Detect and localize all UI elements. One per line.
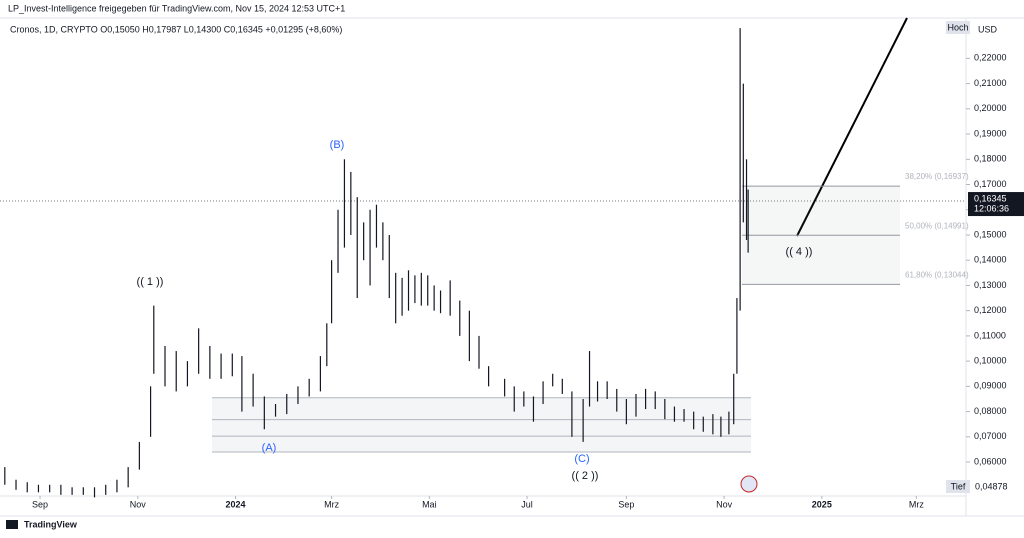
x-tick-label: Nov: [130, 499, 147, 509]
price-badge: [968, 192, 1024, 217]
wave-label: (( 2 )): [572, 470, 599, 482]
brand: TradingView: [24, 519, 78, 529]
low-value: 0,04878: [975, 481, 1008, 491]
y-tick-label: 0,12000: [974, 305, 1007, 315]
y-tick-label: 0,13000: [974, 280, 1007, 290]
brand-logo: [6, 520, 18, 529]
x-tick-label: Sep: [32, 499, 48, 509]
y-tick-label: 0,19000: [974, 128, 1007, 138]
fib-label: 38,20% (0,16937): [905, 172, 969, 181]
wave-label: (A): [262, 442, 277, 454]
countdown: 12:06:36: [974, 203, 1009, 213]
wave-label: (( 1 )): [137, 276, 164, 288]
y-tick-label: 0,14000: [974, 255, 1007, 265]
x-tick-label: Mrz: [324, 499, 339, 509]
y-tick-label: 0,20000: [974, 103, 1007, 113]
y-tick-label: 0,10000: [974, 356, 1007, 366]
fib-label: 61,80% (0,13044): [905, 270, 969, 279]
y-tick-label: 0,21000: [974, 78, 1007, 88]
fib-label: 50,00% (0,14991): [905, 221, 969, 230]
wave-label: (B): [330, 139, 345, 151]
currency: USD: [978, 24, 998, 34]
projection-line: [796, 17, 908, 237]
y-tick-label: 0,07000: [974, 431, 1007, 441]
x-tick-label: 2024: [225, 499, 245, 509]
y-tick-label: 0,11000: [974, 330, 1006, 340]
y-tick-label: 0,17000: [974, 179, 1007, 189]
legend: Cronos, 1D, CRYPTO O0,15050 H0,17987 L0,…: [10, 24, 342, 34]
y-tick-label: 0,15000: [974, 229, 1007, 239]
low-label: Tief: [951, 481, 966, 491]
x-tick-label: Nov: [716, 499, 733, 509]
high-badge: [946, 21, 970, 34]
price-label: 0,16345: [974, 193, 1007, 203]
y-tick-label: 0,18000: [974, 154, 1007, 164]
wave-label: (( 4 )): [786, 246, 813, 258]
x-tick-label: Jul: [521, 499, 533, 509]
x-tick-label: 2025: [812, 499, 832, 509]
wave-label: (C): [574, 453, 589, 465]
high-label: Hoch: [947, 22, 968, 32]
zone-fill: [212, 397, 751, 452]
y-tick-label: 0,08000: [974, 406, 1007, 416]
header: LP_Invest-Intelligence freigegeben für T…: [8, 3, 345, 13]
y-tick-label: 0,22000: [974, 53, 1007, 63]
flag-icon: [740, 475, 758, 493]
x-tick-label: Mai: [422, 499, 437, 509]
low-badge: [946, 480, 970, 493]
x-tick-label: Mrz: [909, 499, 924, 509]
x-tick-label: Sep: [618, 499, 634, 509]
y-tick-label: 0,09000: [974, 381, 1007, 391]
y-tick-label: 0,06000: [974, 456, 1007, 466]
